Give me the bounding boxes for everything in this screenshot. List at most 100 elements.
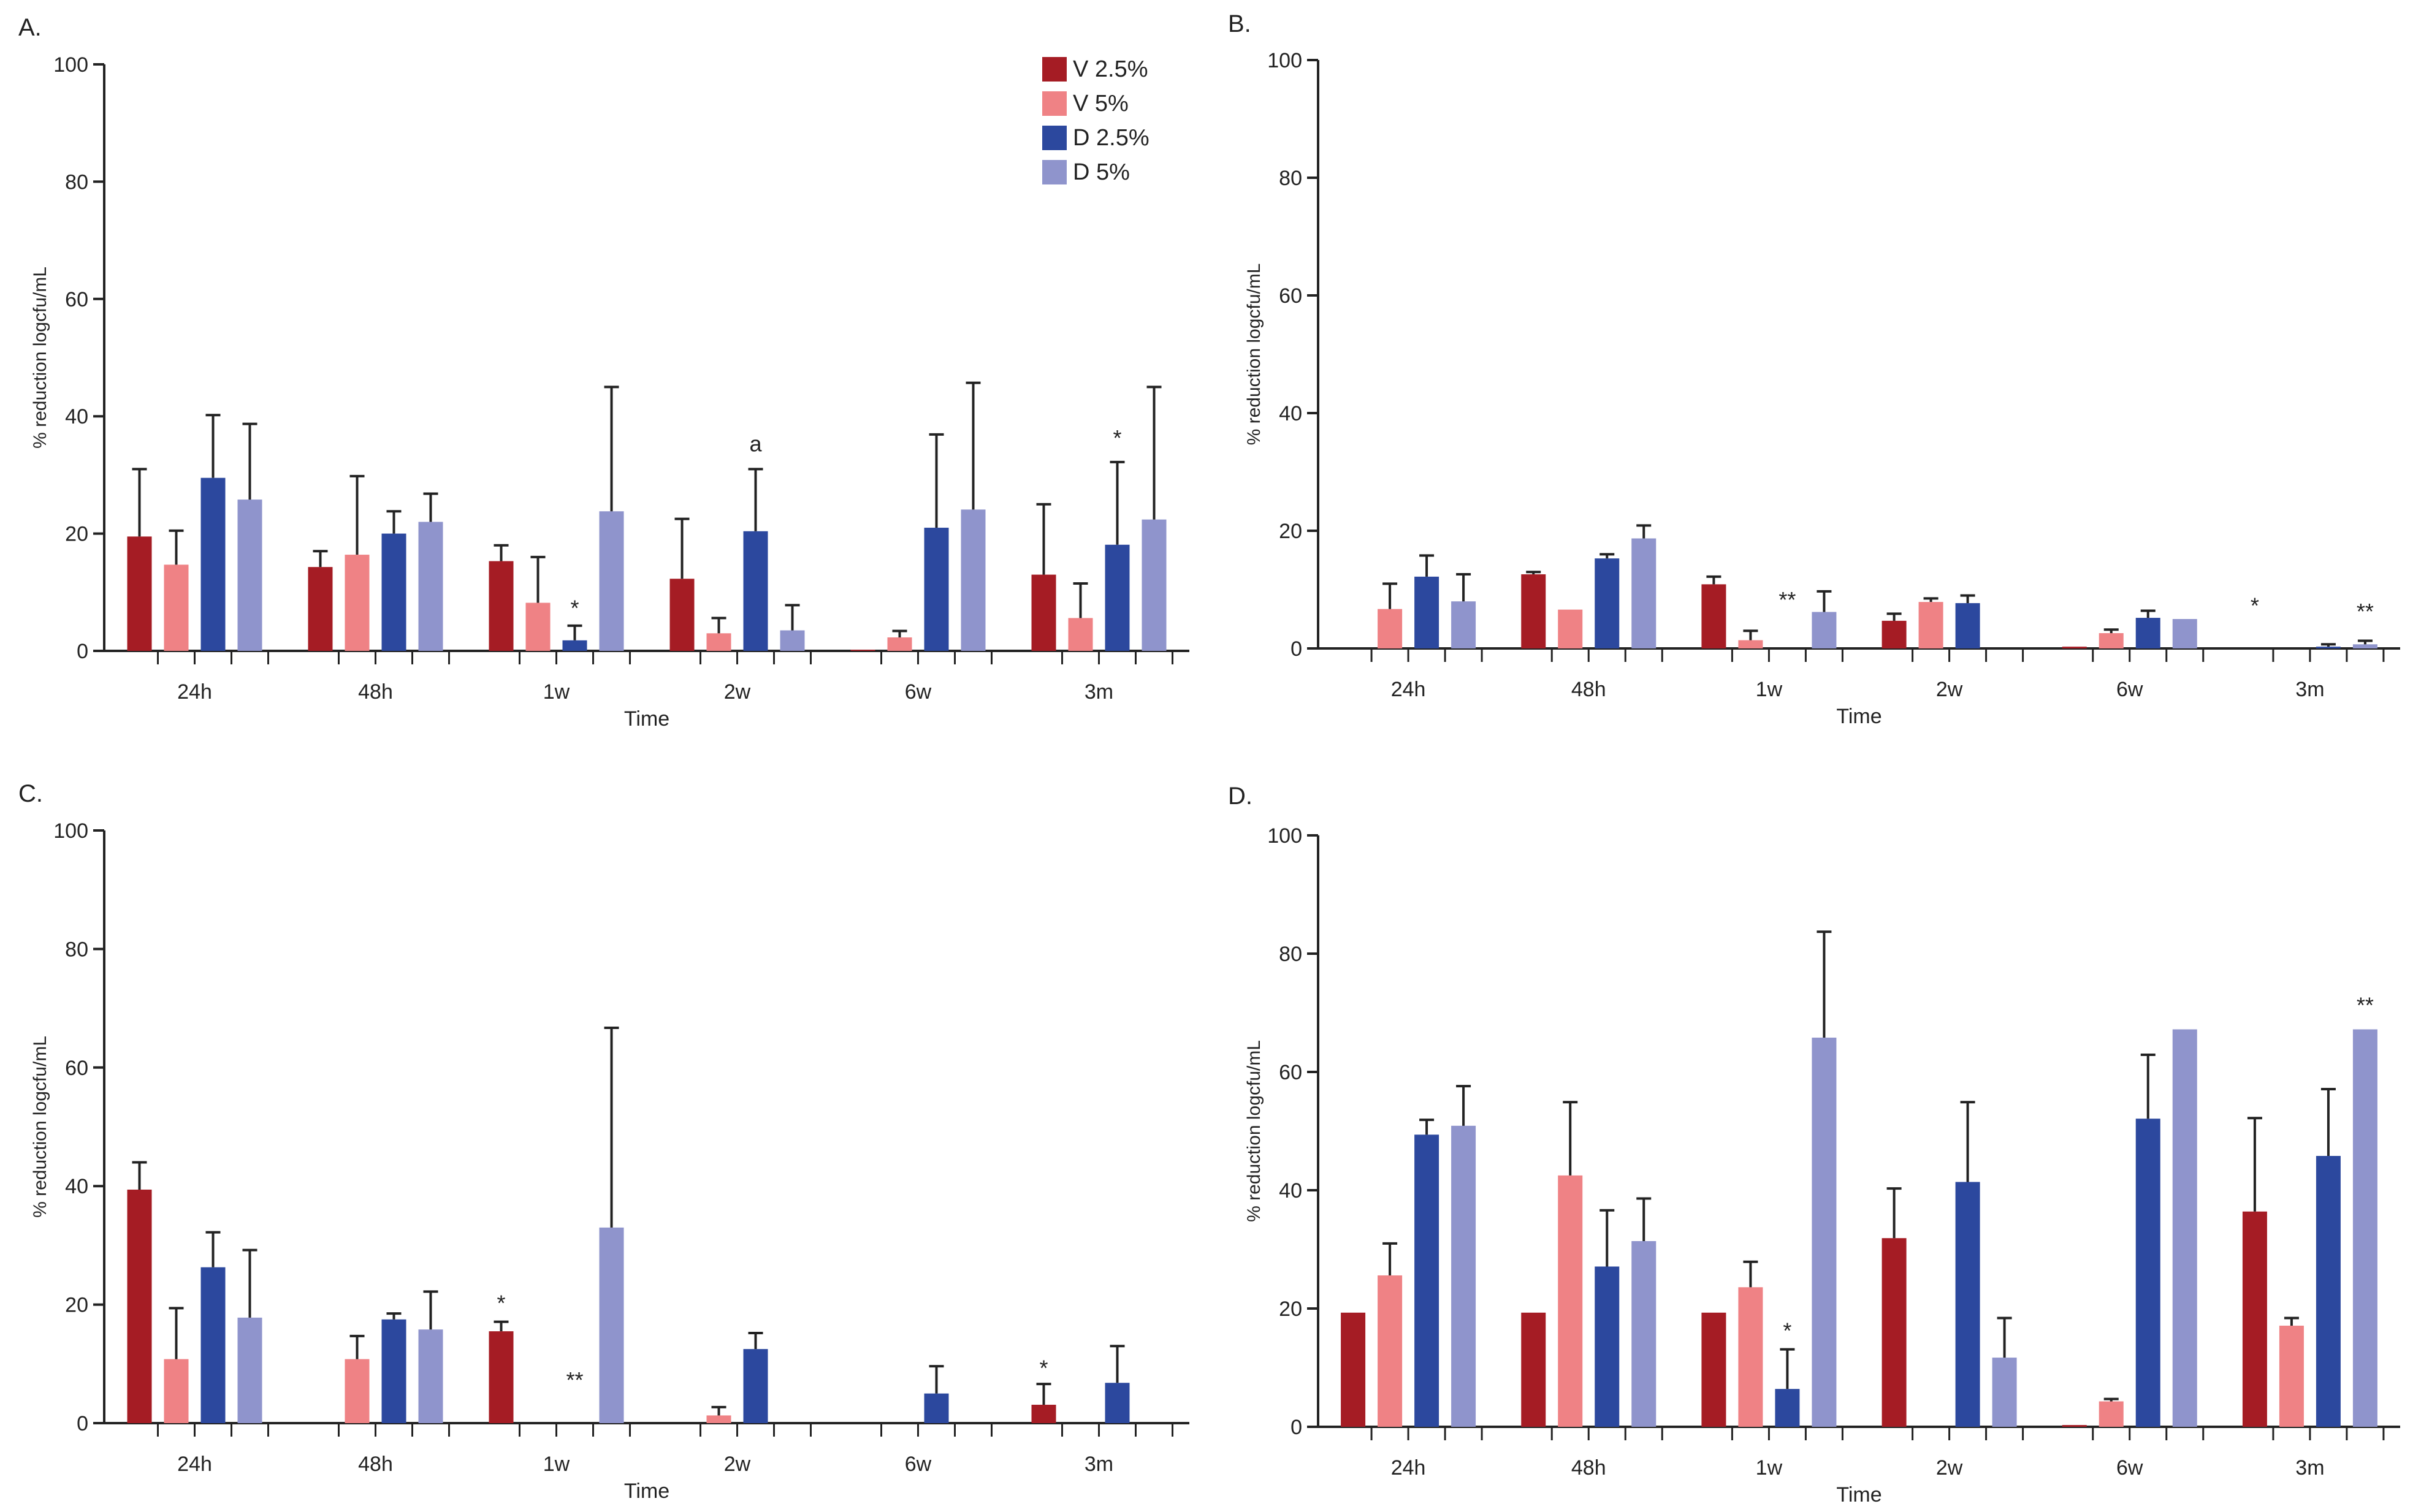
bar-d25-48h [381, 1319, 406, 1423]
bar-d5-3m [2352, 1029, 2377, 1427]
y-axis-label: % reduction logcfu/mL [1244, 1040, 1264, 1222]
bar-d5-48h [1631, 538, 1657, 648]
x-tick-label: 3m [1085, 1453, 1113, 1476]
x-tick-label: 1w [543, 1453, 570, 1476]
y-tick-label: 0 [77, 1412, 88, 1435]
bar-d5-48h [1631, 1240, 1657, 1427]
bar-d5-48h [418, 1329, 443, 1423]
x-axis-label: Time [1836, 1483, 1882, 1506]
y-tick-label: 40 [1279, 1179, 1302, 1202]
x-tick-label: 1w [1756, 678, 1783, 701]
y-tick-label: 20 [65, 523, 88, 546]
y-tick-label: 100 [1267, 824, 1302, 848]
y-tick-label: 0 [77, 640, 88, 663]
bar-v25-24h [127, 1190, 152, 1423]
bar-d25-24h [1414, 1134, 1439, 1427]
bar-d5-24h [237, 500, 262, 651]
bar-d25-48h [1595, 1266, 1620, 1427]
x-tick-label: 3m [1085, 680, 1113, 704]
x-tick-label: 48h [358, 1453, 393, 1476]
y-tick-label: 40 [65, 405, 88, 428]
bar-d25-2w [1955, 603, 1980, 648]
bar-v5-3m [2279, 1325, 2304, 1427]
y-axis-label: % reduction logcfu/mL [30, 267, 50, 449]
y-tick-label: 0 [1291, 637, 1302, 661]
y-tick-label: 60 [65, 288, 88, 311]
bar-v25-2w [1882, 620, 1907, 648]
y-tick-label: 20 [1279, 520, 1302, 543]
legend-swatch [1042, 160, 1067, 184]
x-axis-label: Time [624, 1480, 669, 1503]
panel-label: C. [18, 780, 43, 807]
bar-v25-24h [127, 536, 152, 651]
annotation: * [2251, 593, 2259, 618]
x-tick-label: 48h [358, 680, 393, 704]
bar-d25-6w [2135, 1119, 2160, 1427]
chart-panel-c: C. 0 20 40 60 80 100 % reduction logcfu/mL 24h 48… [18, 780, 1189, 1503]
y-tick-label: 0 [1291, 1416, 1302, 1439]
x-tick-label: 1w [1756, 1456, 1783, 1480]
legend-label: V 2.5% [1073, 56, 1148, 82]
bar-v5-6w [2099, 633, 2124, 648]
bar-v5-24h [164, 1359, 189, 1423]
chart-panel-d: D. 0 20 40 60 80 100 % reduction logcfu/mL 24h 48… [1228, 783, 2400, 1506]
bar-d5-6w [2172, 619, 2197, 648]
bar-v25-48h [308, 567, 333, 651]
bar-d5-6w [961, 509, 986, 651]
annotation: * [1039, 1356, 1048, 1381]
bar-d5-1w [599, 511, 624, 651]
bar-d5-24h [1451, 1125, 1476, 1427]
bar-d5-6w [2172, 1029, 2197, 1427]
legend-label: D 5% [1073, 159, 1130, 185]
bar-v5-24h [164, 564, 189, 651]
x-tick-label: 2w [724, 1453, 751, 1476]
y-tick-label: 20 [65, 1294, 88, 1317]
bar-v25-3m [1031, 574, 1056, 651]
bar-v25-48h [1521, 574, 1546, 648]
x-axis-label: Time [624, 707, 669, 731]
bar-d25-3m [1105, 544, 1130, 651]
bar-v5-1w [1738, 1287, 1763, 1427]
bar-d5-3m [1142, 519, 1167, 651]
bar-v25-6w [2062, 1425, 2087, 1427]
bar-v25-1w [1701, 1312, 1726, 1427]
y-tick-label: 80 [65, 938, 88, 961]
y-tick-label: 80 [1279, 167, 1302, 190]
bar-d25-1w [1775, 1389, 1800, 1427]
x-axis-label: Time [1836, 705, 1882, 728]
legend-swatch [1042, 91, 1067, 116]
annotation: * [497, 1290, 505, 1315]
bar-d5-1w [599, 1227, 624, 1423]
bar-v25-1w [489, 561, 514, 651]
panel-label: B. [1228, 10, 1251, 37]
x-tick-label: 6w [2116, 1456, 2143, 1480]
bar-v5-48h [345, 555, 370, 651]
y-tick-label: 60 [1279, 284, 1302, 308]
x-tick-label: 48h [1571, 678, 1606, 701]
x-tick-label: 6w [2116, 678, 2143, 701]
bar-v25-3m [2242, 1211, 2267, 1427]
legend-swatch [1042, 57, 1067, 82]
bar-v5-2w [1918, 602, 1943, 648]
legend-item-v-5: V 5% [1042, 86, 1226, 121]
y-tick-label: 20 [1279, 1297, 1302, 1321]
panel-label: D. [1228, 783, 1252, 810]
bar-v5-48h [1558, 609, 1583, 648]
bar-v5-2w [706, 633, 731, 651]
x-tick-label: 2w [1936, 1456, 1963, 1480]
bar-d25-1w [562, 640, 587, 651]
bar-v5-24h [1378, 1275, 1403, 1427]
bar-d25-48h [1595, 558, 1620, 648]
x-tick-label: 2w [724, 680, 751, 704]
bar-v5-3m [1068, 618, 1093, 651]
y-tick-label: 100 [1267, 49, 1302, 72]
y-tick-label: 80 [65, 170, 88, 194]
x-tick-label: 24h [177, 1453, 212, 1476]
bar-v5-6w [2099, 1401, 2124, 1427]
bar-d25-24h [200, 477, 226, 651]
bar-d25-3m [2316, 647, 2341, 648]
bar-d25-2w [743, 531, 768, 651]
x-tick-label: 6w [905, 1453, 932, 1476]
y-tick-label: 40 [1279, 402, 1302, 425]
bar-v25-2w [1882, 1238, 1907, 1427]
